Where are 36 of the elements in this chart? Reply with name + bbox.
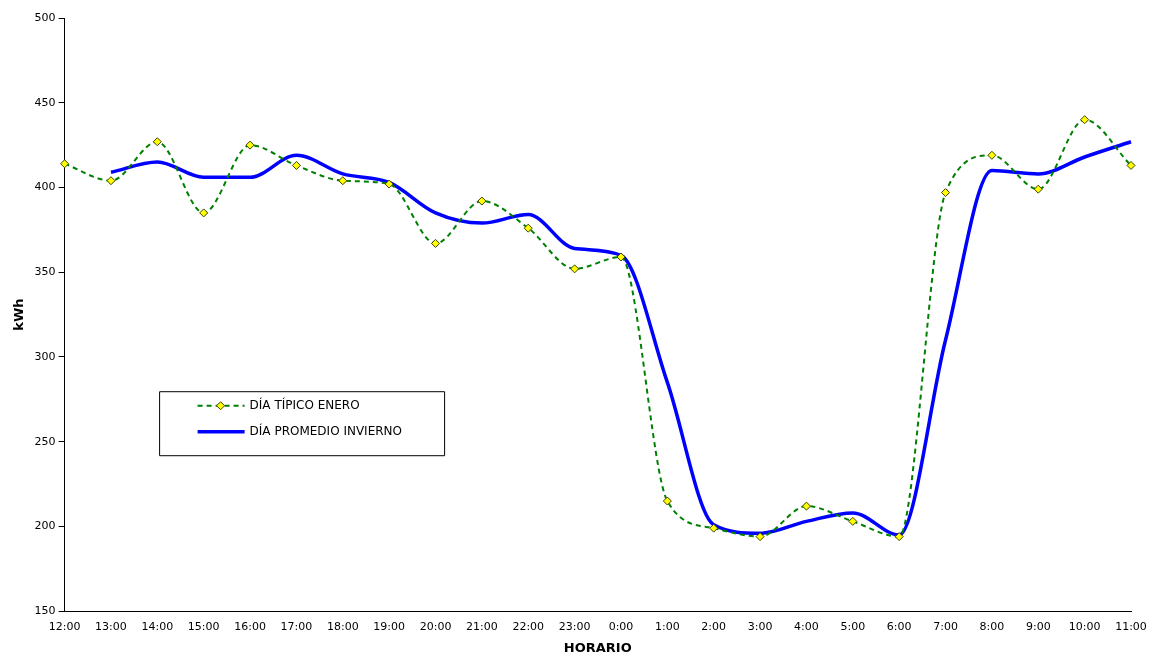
x-tick-label: 13:00 bbox=[95, 619, 127, 633]
x-axis-title: HORARIO bbox=[563, 639, 632, 655]
x-tick-label: 15:00 bbox=[187, 619, 220, 633]
x-tick-label: 14:00 bbox=[141, 619, 174, 633]
x-tick-label: 8:00 bbox=[979, 619, 1005, 633]
y-tick-label: 300 bbox=[34, 349, 56, 363]
x-tick-label: 20:00 bbox=[419, 619, 452, 633]
x-tick-label: 11:00 bbox=[1115, 619, 1147, 633]
x-tick-label: 10:00 bbox=[1068, 619, 1101, 633]
legend-label: DÍA TÍPICO ENERO bbox=[249, 396, 360, 412]
x-tick-label: 6:00 bbox=[886, 619, 912, 633]
x-tick-label: 18:00 bbox=[326, 619, 359, 633]
y-tick-label: 350 bbox=[34, 265, 56, 279]
x-tick-label: 22:00 bbox=[512, 619, 545, 633]
y-tick-label: 200 bbox=[34, 519, 56, 533]
legend-label: DÍA PROMEDIO INVIERNO bbox=[249, 422, 402, 438]
y-axis-title: kWh bbox=[11, 298, 27, 331]
x-tick-label: 19:00 bbox=[373, 619, 406, 633]
x-tick-label: 23:00 bbox=[558, 619, 591, 633]
x-tick-label: 16:00 bbox=[234, 619, 266, 633]
x-tick-label: 17:00 bbox=[280, 619, 313, 633]
x-tick-label: 4:00 bbox=[794, 619, 819, 633]
x-tick-label: 2:00 bbox=[701, 619, 727, 633]
x-tick-label: 3:00 bbox=[747, 619, 773, 633]
x-tick-label: 21:00 bbox=[466, 619, 498, 633]
x-tick-label: 7:00 bbox=[933, 619, 958, 633]
y-tick-label: 450 bbox=[34, 95, 56, 109]
y-tick-label: 500 bbox=[34, 10, 56, 24]
x-tick-label: 9:00 bbox=[1025, 619, 1051, 633]
y-tick-label: 400 bbox=[34, 180, 56, 194]
x-tick-label: 12:00 bbox=[48, 619, 81, 633]
y-tick-label: 150 bbox=[34, 604, 56, 618]
x-tick-label: 1:00 bbox=[654, 619, 680, 633]
x-tick-label: 5:00 bbox=[840, 619, 866, 633]
x-tick-label: 0:00 bbox=[608, 619, 634, 633]
y-tick-label: 250 bbox=[34, 434, 56, 448]
